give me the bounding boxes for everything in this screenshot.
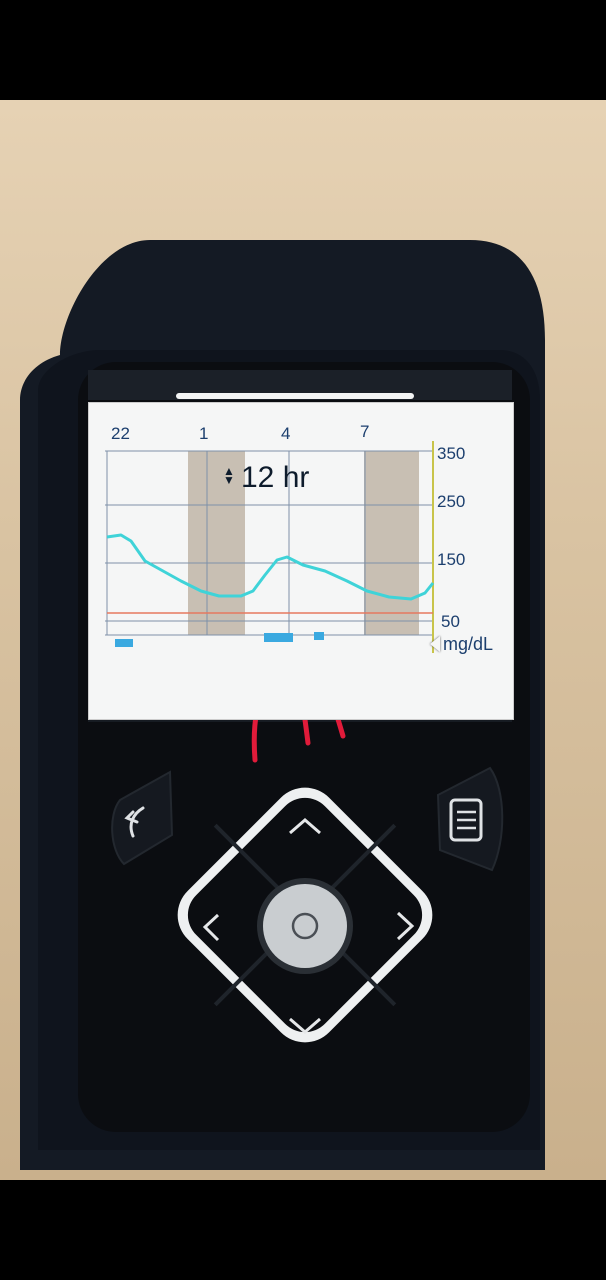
- sensor-graph: [105, 441, 435, 653]
- graph-grid: [105, 450, 433, 636]
- unit-label: mg/dL: [443, 634, 494, 654]
- device-screen: 22 1 4 7 350 250 150 50 ▲ ▼ 12 hr mg/dL: [88, 402, 514, 720]
- hour-label-22: 22: [111, 424, 130, 443]
- night-shade-1: [188, 451, 245, 635]
- screen-reflection: [176, 393, 414, 399]
- night-shade-2: [364, 451, 419, 635]
- highlight-bar-3: [314, 632, 324, 640]
- y-label-50: 50: [441, 612, 460, 631]
- back-icon: [124, 806, 145, 838]
- right-arrow-icon[interactable]: [396, 911, 415, 941]
- left-arrow-icon[interactable]: [202, 913, 220, 942]
- graph-range-label: 12 hr: [241, 461, 310, 494]
- y-label-150: 150: [437, 550, 466, 569]
- down-arrow-icon[interactable]: [289, 1017, 321, 1034]
- y-label-350: 350: [437, 444, 466, 463]
- hour-label-1: 1: [199, 424, 209, 443]
- y-label-250: 250: [437, 492, 466, 511]
- select-button[interactable]: [263, 884, 347, 968]
- menu-icon: [449, 798, 483, 842]
- back-button[interactable]: [111, 770, 174, 866]
- hour-label-7: 7: [360, 422, 370, 441]
- hour-label-4: 4: [281, 424, 291, 443]
- range-updown-icon: ▲ ▼: [223, 464, 235, 487]
- up-arrow-icon[interactable]: [289, 818, 321, 835]
- glucose-trace: [106, 533, 435, 601]
- highlight-bar-1: [115, 639, 133, 647]
- pump-photo: 22 1 4 7 350 250 150 50 ▲ ▼ 12 hr mg/dL: [0, 100, 606, 1180]
- select-icon: [291, 912, 319, 940]
- unit-pointer-icon: [430, 636, 440, 652]
- highlight-bar-2: [264, 633, 293, 642]
